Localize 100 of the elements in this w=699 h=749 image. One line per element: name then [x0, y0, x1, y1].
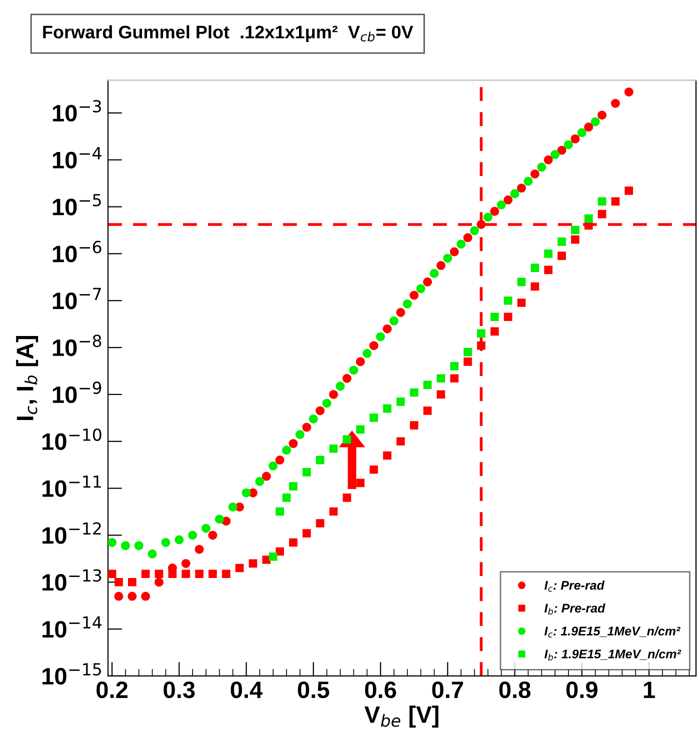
point	[282, 446, 292, 455]
point	[376, 332, 386, 342]
point	[524, 176, 533, 186]
chart-title: Forward Gummel Plot .12x1x1μm² V$_{cb}$= 0V	[43, 25, 414, 42]
x-tick-label: 0.6	[365, 681, 396, 698]
y-axis-title: I$_{c}$, I$_{b}$ [A]	[16, 336, 38, 420]
point	[268, 552, 278, 561]
point	[154, 570, 164, 578]
point	[308, 414, 318, 424]
point	[477, 329, 486, 338]
point	[430, 268, 439, 278]
point	[423, 406, 432, 415]
point	[194, 544, 204, 554]
point	[356, 425, 365, 434]
point	[316, 519, 324, 528]
x-tick-label: 0.8	[499, 681, 530, 698]
point	[510, 189, 520, 198]
y-tick-label: 10$^{−10}$	[42, 428, 102, 450]
legend-label: I$_{c}$: Pre-rad	[544, 580, 605, 592]
point	[174, 535, 184, 544]
point	[389, 316, 398, 326]
point	[436, 374, 446, 383]
point	[114, 592, 124, 601]
y-tick-label: 10$^{−12}$	[42, 522, 101, 544]
point	[208, 570, 217, 578]
point	[329, 390, 338, 399]
point	[624, 186, 634, 195]
point	[235, 564, 244, 572]
point	[470, 226, 480, 236]
point	[464, 348, 472, 356]
point	[598, 110, 607, 120]
point	[584, 122, 594, 132]
y-tick-label: 10$^{−7}$	[52, 288, 101, 310]
legend-label: I$_{c}$: 1.9E15_1MeV_n/cm²	[544, 626, 680, 638]
point	[181, 558, 190, 568]
point	[222, 570, 230, 578]
point	[349, 366, 358, 375]
y-tick-label: 10$^{−4}$	[52, 147, 102, 168]
point	[544, 250, 552, 258]
point	[262, 556, 271, 564]
y-tick-label: 10$^{−13}$	[42, 569, 102, 591]
point	[517, 298, 526, 307]
point	[383, 404, 392, 413]
point	[329, 507, 338, 516]
legend-label: I$_{b}$: Pre-rad	[544, 603, 606, 615]
point	[450, 247, 459, 256]
point	[456, 240, 466, 249]
point	[182, 570, 190, 578]
point	[463, 233, 472, 242]
point	[148, 549, 157, 558]
point	[558, 252, 566, 260]
y-tick-label: 10$^{−5}$	[52, 194, 101, 216]
point	[342, 494, 352, 502]
y-tick-label: 10$^{−14}$	[42, 616, 102, 638]
point	[289, 482, 298, 491]
point	[188, 530, 198, 540]
point	[530, 282, 540, 291]
point	[516, 184, 526, 193]
point	[423, 380, 432, 390]
point	[302, 422, 312, 432]
point	[268, 461, 278, 470]
point	[288, 439, 298, 448]
point	[598, 210, 606, 218]
y-tick-label: 10$^{−9}$	[52, 382, 102, 404]
point	[450, 374, 459, 383]
point	[154, 578, 164, 587]
point	[490, 327, 499, 336]
point	[436, 390, 446, 399]
point	[161, 538, 170, 547]
point	[108, 538, 117, 547]
point	[282, 494, 291, 502]
point	[302, 529, 311, 538]
point	[289, 538, 298, 547]
point	[544, 266, 552, 274]
point	[577, 128, 586, 138]
point	[564, 140, 573, 150]
point	[228, 502, 238, 512]
y-tick-label: 10$^{−6}$	[52, 240, 102, 262]
point	[262, 472, 271, 481]
point	[356, 357, 365, 366]
point	[141, 570, 150, 578]
y-tick-label: 10$^{−3}$	[52, 100, 101, 122]
x-tick-label: 0.4	[230, 681, 263, 698]
point	[584, 214, 593, 223]
point	[570, 134, 580, 144]
point	[410, 421, 418, 430]
point	[108, 570, 116, 578]
point	[208, 530, 218, 540]
point	[356, 478, 365, 488]
x-tick-label: 0.7	[432, 681, 464, 698]
point	[490, 206, 500, 216]
point	[477, 341, 486, 350]
x-tick-label: 0.2	[96, 681, 128, 698]
point	[504, 195, 513, 204]
point	[537, 162, 546, 172]
point	[611, 197, 620, 206]
point	[450, 362, 459, 370]
point	[362, 348, 372, 358]
point	[550, 150, 560, 160]
legend-label: I$_{b}$: 1.9E15_1MeV_n/cm²	[544, 649, 682, 660]
